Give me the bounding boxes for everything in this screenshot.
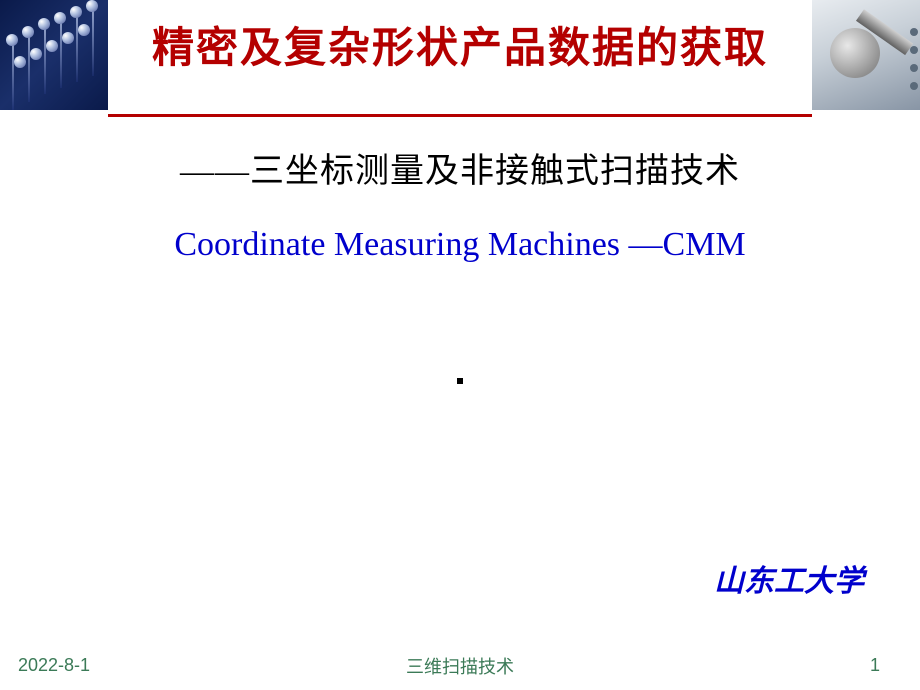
- decorative-image-left: [0, 0, 108, 110]
- title-underline: [108, 114, 812, 117]
- center-bullet: [457, 378, 463, 384]
- subtitle-english: Coordinate Measuring Machines —CMM: [0, 226, 920, 264]
- footer-center-text: 三维扫描技术: [406, 653, 514, 679]
- author-affiliation: 山东工大学: [714, 556, 864, 600]
- footer-page-number: 1: [870, 655, 880, 676]
- footer: 2022-8-1 三维扫描技术 1: [0, 655, 920, 676]
- decorative-image-right: [812, 0, 920, 110]
- subtitle-chinese: ——三坐标测量及非接触式扫描技术: [0, 143, 920, 192]
- header-row: 精密及复杂形状产品数据的获取: [0, 0, 920, 110]
- main-title: 精密及复杂形状产品数据的获取: [152, 14, 768, 75]
- footer-date: 2022-8-1: [0, 655, 90, 676]
- title-wrap: 精密及复杂形状产品数据的获取: [108, 0, 812, 75]
